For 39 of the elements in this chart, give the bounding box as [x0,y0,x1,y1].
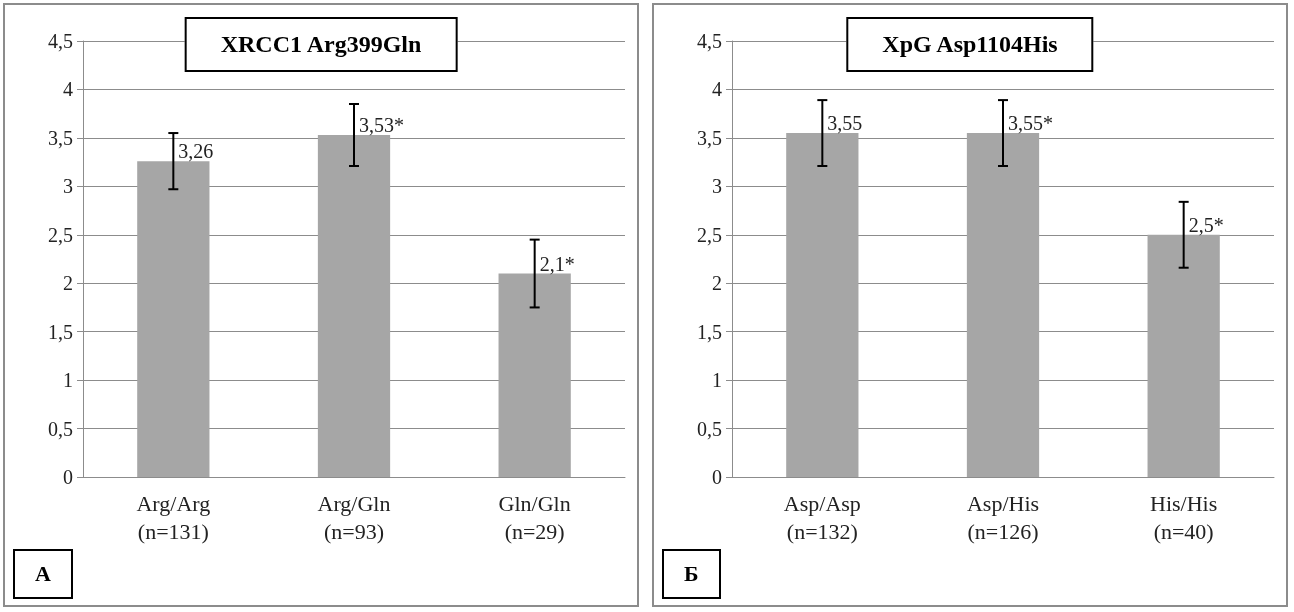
bar [498,273,571,477]
y-tick-label: 3 [712,175,722,198]
x-tick-label: Asp/Asp (n=132) [783,490,861,544]
y-tick-label: 0,5 [48,417,73,440]
bar [317,134,391,477]
x-tick-label: Gln/Gln (n=29) [498,490,571,544]
y-tick-label: 1 [712,369,722,392]
y-tick-label: 0,5 [697,417,722,440]
y-tick-label: 4 [63,78,73,101]
x-tick-label: Asp/His (n=126) [966,490,1040,544]
data-label: 3,26 [178,140,214,163]
y-tick-label: 1 [63,369,73,392]
y-tick-label: 2 [712,272,722,295]
data-label: 3,55 [827,112,863,135]
text: Б [662,549,721,599]
y-tick-label: 0 [712,466,722,488]
data-label: 3,53* [359,113,404,136]
chart-title: XRCC1 Arg399Gln [184,17,458,72]
y-tick-label: 1,5 [48,320,73,343]
y-tick-label: 2 [63,272,73,295]
y-tick-label: 3 [63,175,73,198]
x-tick-label: Arg/Gln (n=93) [317,490,391,544]
y-tick-label: 1,5 [697,320,722,343]
text: А [13,549,73,599]
data-label: 2,5* [1188,213,1224,236]
y-tick-label: 3,5 [48,126,73,149]
bar [137,161,210,477]
y-tick-label: 4,5 [48,30,73,52]
chart-title: XpG Asp1104His [846,17,1094,72]
y-tick-label: 0 [63,466,73,488]
y-tick-label: 3,5 [697,126,722,149]
y-tick-label: 4,5 [697,30,722,52]
x-tick-label: Arg/Arg (n=131) [136,490,211,544]
x-tick-label: His/His (n=40) [1150,490,1218,544]
data-label: 2,1* [539,252,575,275]
y-tick-label: 2,5 [697,223,722,246]
y-tick-label: 4 [712,78,722,101]
y-tick-label: 2,5 [48,223,73,246]
data-label: 3,55* [1008,112,1053,135]
